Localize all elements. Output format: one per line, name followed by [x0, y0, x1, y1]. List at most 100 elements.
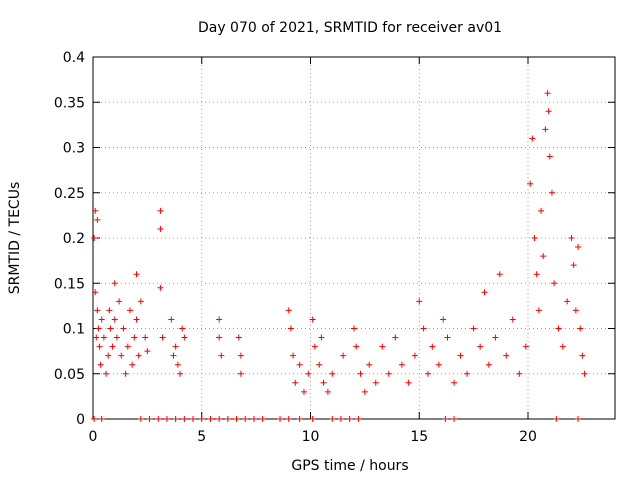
data-point: [398, 361, 405, 368]
zero-point: [329, 416, 336, 422]
data-point: [464, 370, 471, 377]
zero-point: [190, 416, 197, 422]
data-point: [181, 334, 188, 341]
data-point: [555, 325, 562, 332]
data-point: [144, 348, 151, 355]
data-point: [533, 271, 540, 278]
data-point: [103, 370, 110, 377]
data-point: [522, 343, 529, 350]
data-point: [94, 216, 101, 223]
data-point: [179, 325, 186, 332]
data-point: [496, 271, 503, 278]
data-point: [97, 361, 104, 368]
data-point: [416, 298, 423, 305]
data-point: [545, 108, 552, 115]
data-point: [94, 307, 101, 314]
data-point: [551, 280, 558, 287]
data-point: [157, 225, 164, 232]
y-tick-label: 0.2: [63, 231, 85, 247]
data-point: [529, 135, 536, 142]
zero-point: [553, 416, 560, 422]
data-point: [379, 343, 386, 350]
data-point: [329, 370, 336, 377]
data-point: [457, 352, 464, 359]
data-point: [540, 253, 547, 260]
data-point: [292, 379, 299, 386]
zero-point: [98, 416, 105, 422]
data-point: [311, 343, 318, 350]
y-axis-label: SRMTID / TECUs: [7, 182, 23, 295]
data-point: [218, 352, 225, 359]
data-point: [405, 379, 412, 386]
data-point: [568, 235, 575, 241]
data-point: [509, 316, 516, 323]
data-point: [135, 352, 142, 359]
zero-point: [233, 416, 240, 422]
data-point: [351, 325, 357, 332]
zero-point: [146, 416, 153, 422]
data-point: [470, 325, 477, 332]
data-point: [324, 388, 331, 395]
data-point: [546, 153, 553, 160]
zero-point: [575, 416, 582, 422]
data-point: [538, 207, 545, 214]
y-tick-label: 0.25: [54, 186, 85, 202]
data-point: [170, 352, 177, 359]
data-point: [492, 334, 499, 341]
data-point: [216, 334, 223, 341]
data-point: [235, 334, 242, 341]
data-point: [548, 189, 555, 196]
zero-point: [355, 416, 362, 422]
data-point: [111, 280, 118, 287]
zero-point: [277, 416, 284, 422]
data-point: [133, 316, 140, 323]
data-point: [237, 352, 244, 359]
data-point: [172, 343, 179, 350]
data-point: [137, 298, 144, 305]
data-point: [109, 343, 116, 350]
data-point: [290, 352, 297, 359]
x-axis-label: GPS time / hours: [291, 458, 408, 474]
chart-title: Day 070 of 2021, SRMTID for receiver av0…: [198, 20, 502, 36]
data-point: [316, 361, 323, 368]
data-point: [133, 271, 140, 278]
zero-point: [181, 416, 188, 422]
zero-point: [242, 416, 249, 422]
data-point: [581, 370, 588, 377]
zero-point: [346, 416, 353, 422]
data-point: [385, 370, 392, 377]
data-point: [111, 316, 118, 323]
data-point: [124, 343, 131, 350]
data-point: [113, 334, 120, 341]
data-point: [142, 334, 149, 341]
y-tick-label: 0.1: [63, 322, 85, 338]
data-point: [131, 334, 138, 341]
zero-point: [259, 416, 266, 422]
data-point: [440, 316, 447, 323]
data-point: [100, 334, 107, 341]
data-point: [575, 244, 582, 251]
data-point: [477, 343, 484, 350]
data-point: [318, 334, 325, 341]
data-point: [122, 370, 129, 377]
zero-point: [155, 416, 162, 422]
y-tick-label: 0.4: [63, 50, 85, 66]
data-point: [527, 180, 534, 187]
y-tick-label: 0.05: [54, 367, 85, 383]
data-point: [106, 307, 113, 314]
x-tick-label: 15: [410, 429, 428, 445]
data-point: [372, 379, 379, 386]
data-point: [157, 284, 164, 291]
data-point: [120, 325, 127, 332]
zero-point: [296, 416, 303, 422]
data-point: [535, 307, 542, 314]
data-point: [531, 235, 538, 241]
zero-point: [309, 416, 316, 422]
zero-point: [172, 416, 179, 422]
ticks: 0 5 10 15 20 0 0.05 0.1 0.15 0.2 0.25 0.3 0.35 0.4: [54, 50, 615, 445]
zero-point: [216, 416, 223, 422]
data-point: [366, 361, 373, 368]
data-point: [107, 325, 114, 332]
data-point: [126, 307, 133, 314]
